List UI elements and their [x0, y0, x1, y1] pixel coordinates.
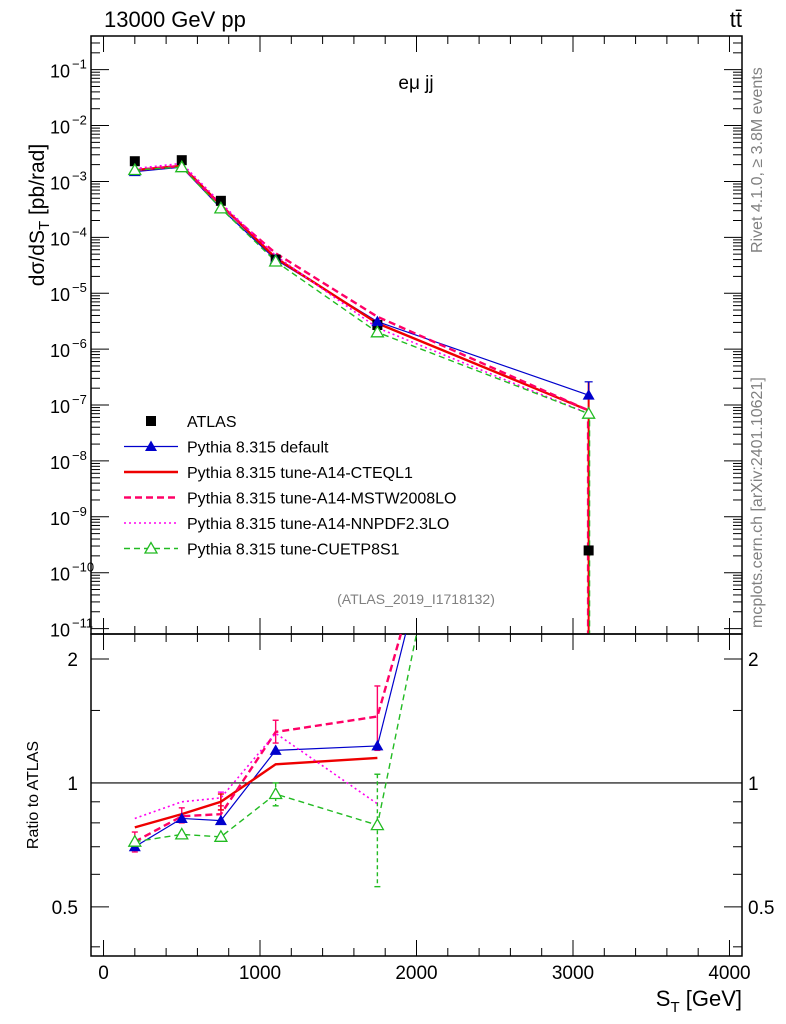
y-tick-label-exponent: −2	[72, 113, 87, 128]
x-tick-label: 4000	[708, 963, 750, 984]
ratio-series-line	[134, 633, 403, 843]
y-tick-label: 10	[50, 229, 70, 249]
y-tick-label: 10	[50, 453, 70, 473]
ratio-point-cuetp8s1	[213, 829, 229, 842]
series-line	[134, 164, 590, 412]
y-tick-label-exponent: −3	[72, 168, 87, 183]
data-point-cuetp8s1	[581, 406, 596, 419]
data-point-cuetp8s1	[127, 162, 142, 176]
rivet-version-label: Rivet 4.1.0, ≥ 3.8M events	[749, 67, 766, 253]
y-tick-label: 10	[50, 62, 70, 82]
reference-label: (ATLAS_2019_I1718132)	[337, 591, 495, 607]
y-tick-label-exponent: −1	[72, 57, 87, 72]
y-tick-label: 10	[50, 118, 70, 138]
ratio-y-tick-label: 2	[67, 650, 78, 671]
x-tick-label: 2000	[395, 963, 437, 984]
series-line	[134, 166, 589, 415]
ratio-y-axis-label: Ratio to ATLAS	[25, 741, 42, 849]
ratio-y-tick-label-right: 2	[748, 650, 759, 671]
y-tick-label: 10	[50, 173, 70, 193]
legend-label: ATLAS	[187, 414, 237, 431]
legend-label: Pythia 8.315 tune-CUETP8S1	[187, 542, 400, 559]
y-tick-label: 10	[50, 565, 70, 585]
data-point-cuetp8s1	[370, 324, 385, 338]
ratio-y-tick-label-right: 0.5	[748, 898, 774, 919]
legend-marker-atlas	[146, 416, 156, 426]
y-tick-label-exponent: −4	[72, 224, 87, 239]
ratio-panel: 0.5 0.5 1 1 2 2 Ratio to ATLAS	[25, 633, 774, 957]
data-point-cuetp8s1	[268, 254, 283, 267]
ratio-series-line	[134, 633, 407, 848]
legend-label: Pythia 8.315 default	[187, 440, 329, 457]
legend-label: Pythia 8.315 tune-A14-MSTW2008LO	[187, 491, 456, 508]
ratio-series-line	[134, 633, 418, 843]
ratio-series-lines	[134, 633, 418, 848]
ratio-point-cuetp8s1	[174, 827, 189, 840]
ratio-point-cuetp8s1	[268, 786, 283, 800]
x-tick-label: 0	[98, 963, 109, 984]
data-point-atlas	[129, 156, 140, 167]
ratio-y-tick-label: 1	[67, 774, 78, 795]
y-tick-label-exponent: −6	[72, 336, 87, 351]
data-point-cuetp8s1	[174, 159, 189, 173]
data-point-cuetp8s1	[213, 201, 229, 214]
legend-marker-cuetp8s1	[143, 541, 159, 554]
y-tick-label: 10	[50, 285, 70, 305]
ratio-axis-ticks: 0.5 0.5 1 1 2 2	[52, 634, 774, 956]
legend-marker-default	[145, 440, 157, 451]
main-y-axis-label: dσ/dST [pb/rad]	[26, 144, 53, 286]
main-series-lines	[134, 162, 590, 415]
y-tick-label-exponent: −11	[72, 616, 93, 631]
data-point-atlas	[583, 545, 594, 556]
y-tick-label-exponent: −8	[72, 448, 87, 463]
y-tick-label-exponent: −7	[72, 392, 87, 407]
data-point-default	[371, 315, 384, 327]
ratio-point-cuetp8s1	[127, 834, 142, 847]
y-tick-label-exponent: −5	[72, 280, 87, 295]
legend-label: Pythia 8.315 tune-A14-NNPDF2.3LO	[187, 516, 449, 533]
main-markers	[127, 155, 596, 556]
legend-label: Pythia 8.315 tune-A14-CTEQL1	[187, 465, 413, 482]
ratio-y-tick-label: 0.5	[52, 898, 78, 919]
series-line	[134, 162, 589, 415]
x-tick-label: 3000	[552, 963, 594, 984]
chart-title: eμ jj	[398, 73, 433, 94]
y-tick-label: 10	[50, 509, 70, 529]
y-tick-label: 10	[50, 341, 70, 361]
data-point-atlas	[215, 195, 226, 206]
legend: ATLAS Pythia 8.315 default Pythia 8.315 tu…	[124, 414, 456, 559]
header-energy-label: 13000 GeV pp	[104, 7, 246, 32]
ratio-point-default	[175, 812, 188, 823]
y-tick-label-exponent: −9	[72, 504, 87, 519]
ratio-point-default	[269, 744, 282, 755]
ratio-markers	[127, 739, 385, 852]
ratio-point-default	[371, 739, 384, 751]
ratio-point-default	[214, 814, 227, 826]
main-axis-ticks: 10−1110−1010−910−810−710−610−510−410−310…	[50, 35, 742, 641]
ratio-series-line	[134, 756, 378, 829]
mcplots-source-label: mcplots.cern.ch [arXiv:2401.10621]	[749, 377, 766, 628]
x-axis-ticks: 0 1000 2000 3000 4000	[98, 963, 750, 984]
y-tick-label: 10	[50, 621, 70, 641]
ratio-y-tick-label-right: 1	[748, 774, 759, 795]
header-process-label: tt̄	[730, 7, 742, 32]
x-tick-label: 1000	[239, 963, 281, 984]
y-tick-label-exponent: −10	[72, 560, 94, 575]
ratio-series-line	[134, 732, 378, 820]
main-panel: 10−1110−1010−910−810−710−610−510−410−310…	[26, 35, 743, 641]
ratio-point-cuetp8s1	[370, 817, 385, 831]
data-point-default	[582, 389, 595, 400]
y-tick-label: 10	[50, 397, 70, 417]
